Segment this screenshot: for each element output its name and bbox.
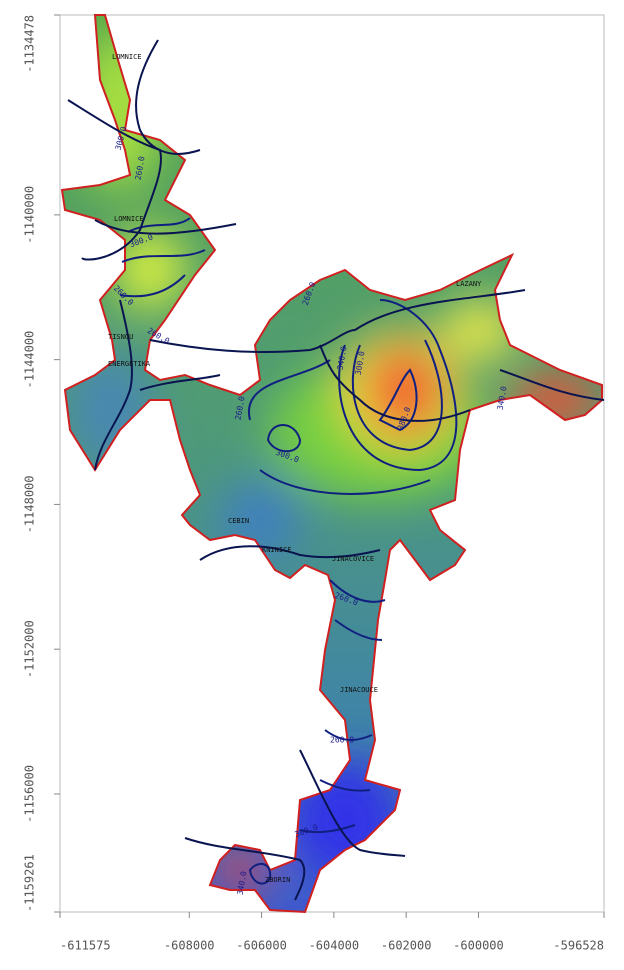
place-label: ZBORIN — [265, 876, 290, 884]
place-label: JINACOVICE — [332, 555, 374, 563]
place-label: LOMNICE — [114, 215, 144, 223]
y-tick-label: -1134478 — [23, 15, 37, 73]
place-label: JINACOUCE — [340, 686, 378, 694]
x-tick-label: -604000 — [309, 939, 360, 953]
x-tick-label: -600000 — [453, 939, 504, 953]
y-tick-label: -1144000 — [23, 331, 37, 389]
contours — [119, 217, 458, 885]
contour-label: 260.0 — [134, 155, 147, 180]
contour-label: 300.0 — [354, 350, 367, 375]
y-tick-label: -1148000 — [23, 476, 37, 534]
place-label: ENERGETIKA — [108, 360, 151, 368]
places: LOMNICE LOMNICE TISNOU ENERGETIKA CEBIN … — [108, 53, 482, 884]
contour-labels: 300.0 260.0 300.0 260.0 260.0 300.0 340.… — [112, 125, 509, 895]
place-label: LAZANY — [456, 280, 482, 288]
x-tick-label: -602000 — [381, 939, 432, 953]
y-tick-label: -1159261 — [23, 854, 37, 912]
axes: -611575 -608000 -606000 -604000 -602000 -6000… — [23, 14, 605, 953]
contour-label: 340.0 — [236, 870, 249, 895]
rivers — [67, 39, 605, 901]
y-tick-label: -1140000 — [23, 186, 37, 244]
x-tick-label: -596528 — [553, 939, 604, 953]
boundary — [60, 14, 603, 914]
place-label: CEBIN — [228, 517, 249, 525]
x-tick-label: -608000 — [164, 939, 215, 953]
contour-label: 260.0 — [234, 395, 247, 420]
y-tick-label: -1156000 — [23, 765, 37, 823]
place-label: KNINICE — [262, 546, 292, 554]
contour-label: 340.0 — [496, 385, 509, 410]
contour-label: 260.0 — [330, 736, 354, 745]
place-label: LOMNICE — [112, 53, 142, 61]
map-frame — [59, 14, 605, 913]
place-label: TISNOU — [108, 333, 133, 341]
x-tick-label: -606000 — [236, 939, 287, 953]
contour-label: 340.0 — [336, 345, 349, 370]
x-tick-label: -611575 — [60, 939, 111, 953]
y-tick-label: -1152000 — [23, 620, 37, 678]
